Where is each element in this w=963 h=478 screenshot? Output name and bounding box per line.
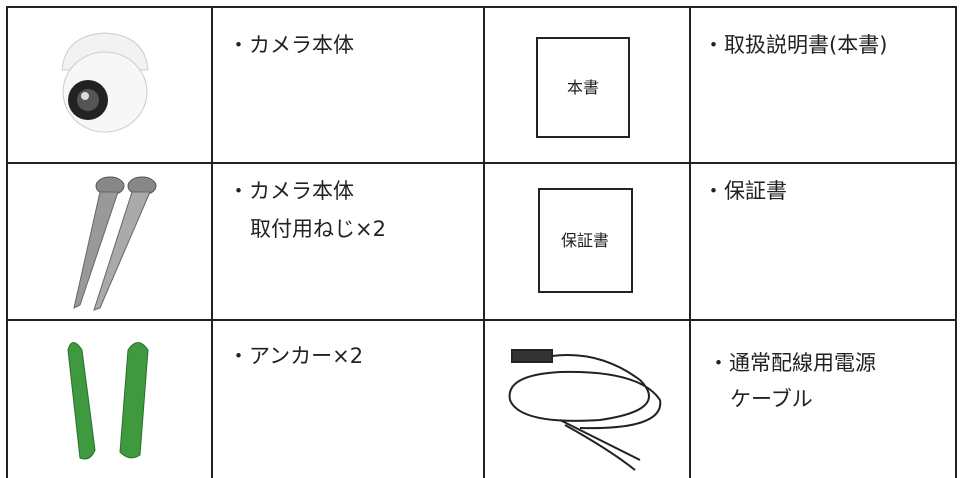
item-text: ・通常配線用電源 (708, 351, 876, 375)
screws-image (55, 176, 165, 321)
item-text: ・保証書 (703, 179, 787, 203)
table-grid (6, 6, 957, 478)
camera-image (61, 32, 149, 133)
box-label: 本書 (567, 78, 599, 97)
manual-box (536, 37, 630, 138)
item-text: ・取扱説明書(本書) (703, 33, 887, 57)
item-text: ・アンカー×2 (228, 344, 363, 368)
item-text: ・カメラ本体 (228, 179, 354, 203)
item-text: ケーブル (730, 387, 813, 411)
warranty-box (538, 188, 633, 293)
cable-image (508, 349, 662, 471)
item-text: ・カメラ本体 (228, 33, 354, 57)
box-label: 保証書 (561, 231, 609, 250)
anchors-image (67, 342, 149, 460)
item-text: 取付用ねじ×2 (250, 217, 386, 241)
